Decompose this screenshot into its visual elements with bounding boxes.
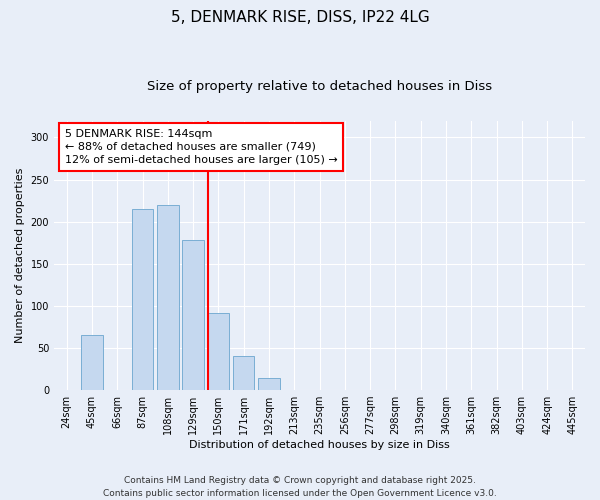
Y-axis label: Number of detached properties: Number of detached properties	[15, 168, 25, 343]
Bar	[81, 336, 103, 390]
Bar	[157, 205, 179, 390]
Bar	[258, 378, 280, 390]
Text: Contains HM Land Registry data © Crown copyright and database right 2025.
Contai: Contains HM Land Registry data © Crown c…	[103, 476, 497, 498]
Bar	[208, 312, 229, 390]
Bar	[132, 209, 153, 390]
Bar	[233, 356, 254, 390]
Text: 5 DENMARK RISE: 144sqm
← 88% of detached houses are smaller (749)
12% of semi-de: 5 DENMARK RISE: 144sqm ← 88% of detached…	[65, 128, 337, 165]
Bar	[182, 240, 204, 390]
Title: Size of property relative to detached houses in Diss: Size of property relative to detached ho…	[147, 80, 492, 93]
X-axis label: Distribution of detached houses by size in Diss: Distribution of detached houses by size …	[189, 440, 450, 450]
Text: 5, DENMARK RISE, DISS, IP22 4LG: 5, DENMARK RISE, DISS, IP22 4LG	[170, 10, 430, 25]
